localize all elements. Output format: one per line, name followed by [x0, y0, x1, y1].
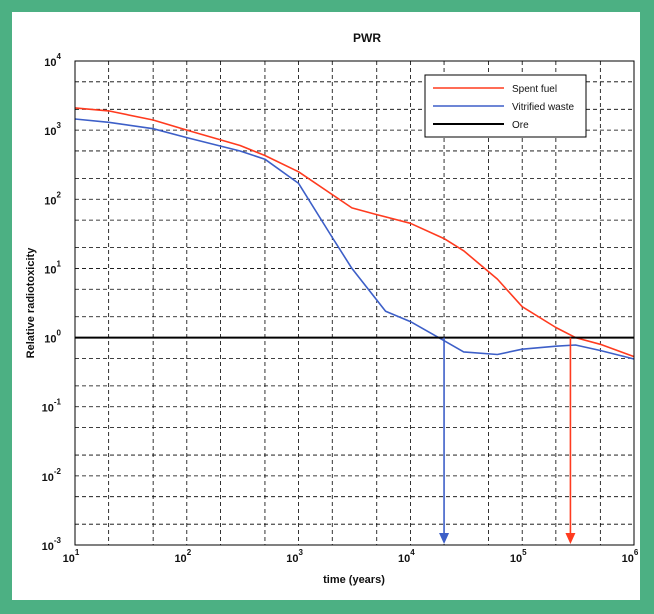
series-line-vitrified-waste: [74, 118, 635, 360]
chart-title: PWR: [353, 31, 381, 45]
y-tick-label: 102: [44, 190, 61, 207]
legend-label: Ore: [512, 120, 529, 131]
y-tick-label: 103: [44, 121, 61, 138]
y-tick-label: 10-2: [42, 467, 62, 484]
x-tick-label: 106: [622, 548, 639, 565]
legend-label: Vitrified waste: [512, 102, 575, 113]
radiotoxicity-chart: PWR 101 102 103 104 105 106 104 103 102 101 100 10-…: [25, 31, 639, 586]
x-tick-label: 102: [174, 548, 191, 565]
y-tick-label: 104: [44, 52, 61, 69]
legend-label: Spent fuel: [512, 84, 557, 95]
arrow-head: [565, 533, 576, 544]
y-tick-label: 100: [44, 329, 61, 346]
y-axis-label: Relative radiotoxicity: [25, 247, 37, 359]
x-axis-label: time (years): [323, 574, 385, 586]
x-tick-label: 104: [398, 548, 415, 565]
y-tick-label: 101: [44, 259, 61, 276]
x-tick-label: 105: [510, 548, 527, 565]
x-tick-label: 101: [63, 548, 80, 565]
legend: Spent fuel Vitrified waste Ore: [424, 74, 587, 138]
series-line-spent-fuel: [74, 107, 635, 358]
plot-border: [74, 60, 635, 546]
y-tick-label: 10-1: [42, 398, 62, 415]
x-tick-label: 103: [286, 548, 303, 565]
arrow-head: [439, 533, 450, 544]
series-lines: [74, 107, 635, 360]
y-tick-label: 10-3: [42, 536, 62, 553]
arrow-annotations: [439, 337, 576, 544]
chart-panel: PWR 101 102 103 104 105 106 104 103 102 101 100 10-…: [12, 12, 640, 600]
tick-labels: 101 102 103 104 105 106 104 103 102 101 100 10-1 10-…: [42, 52, 639, 565]
